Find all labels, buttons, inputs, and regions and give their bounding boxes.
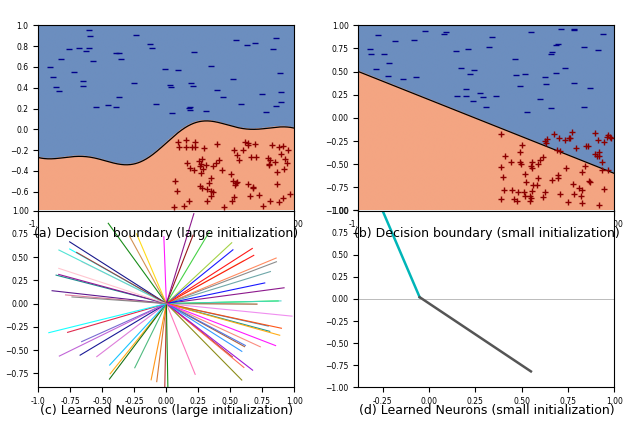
Text: (b) Decision boundary (small initialization): (b) Decision boundary (small initializat… [353, 227, 620, 240]
Text: (c) Learned Neurons (large initialization): (c) Learned Neurons (large initializatio… [40, 404, 293, 417]
Text: (d) Learned Neurons (small initialization): (d) Learned Neurons (small initializatio… [358, 404, 614, 417]
Text: (a) Decision boundary (large initialization): (a) Decision boundary (large initializat… [35, 227, 298, 240]
